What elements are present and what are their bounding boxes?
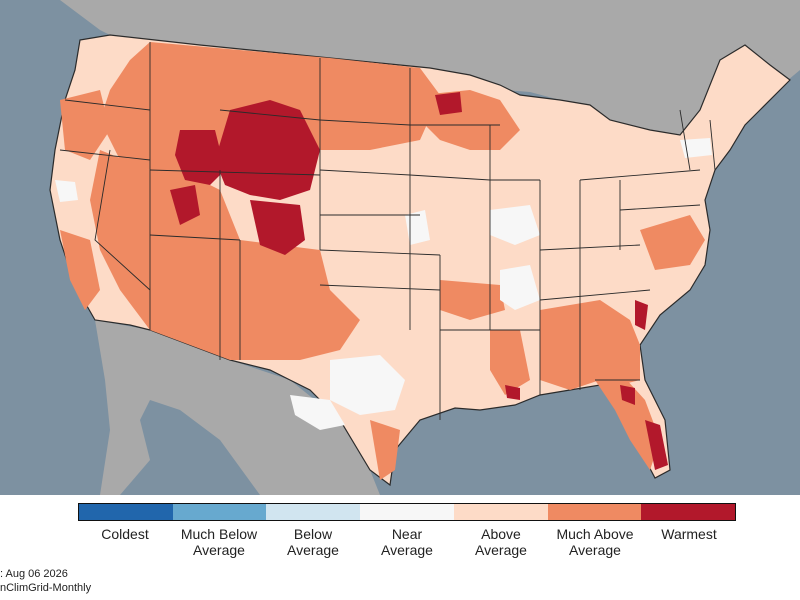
- state-borders: [59, 42, 716, 420]
- source-date: : Aug 06 2026: [0, 568, 68, 580]
- legend-label-below-average: Below Average: [287, 526, 339, 558]
- legend-swatch-much-above-average: [547, 504, 642, 520]
- near-average-regions: [55, 138, 712, 430]
- legend-swatch-coldest: [79, 504, 173, 520]
- mexico-landmass: [95, 320, 380, 495]
- temperature-rank-map: [0, 0, 800, 495]
- legend-label-warmest: Warmest: [661, 526, 717, 542]
- much-above-average-regions: [60, 42, 705, 480]
- legend-swatch-above-average: [453, 504, 548, 520]
- legend-label-coldest: Coldest: [101, 526, 149, 542]
- legend-label-much-above-average: Much Above Average: [556, 526, 634, 558]
- legend-colorbar: [78, 503, 736, 521]
- warmest-regions: [170, 92, 668, 470]
- legend-swatch-near-average: [360, 504, 454, 520]
- legend-swatch-below-average: [266, 504, 361, 520]
- legend-label-near-average: Near Average: [381, 526, 433, 558]
- canada-landmass: [0, 0, 800, 145]
- legend-swatch-warmest: [641, 504, 736, 520]
- legend-swatch-much-below-average: [172, 504, 267, 520]
- legend-label-much-below-average: Much Below Average: [180, 526, 258, 558]
- legend-label-above-average: Above Average: [475, 526, 527, 558]
- legend-labels: Coldest Much Below Average Below Average N…: [78, 526, 736, 558]
- source-dataset: nClimGrid-Monthly: [0, 582, 92, 594]
- source-note: : Aug 06 2026 nClimGrid-Monthly: [0, 567, 91, 595]
